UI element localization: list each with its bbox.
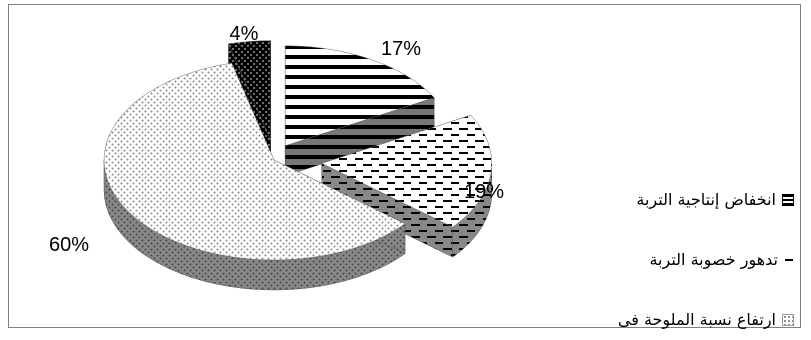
legend-swatch-stripes	[782, 193, 794, 206]
pie-chart: 17% 19% 60% 4%	[49, 23, 504, 291]
pie-slice-top	[284, 45, 435, 147]
pie-slice	[284, 45, 435, 177]
pie-slice-top	[103, 62, 406, 261]
pie-slice-top	[321, 114, 493, 228]
data-label: 17%	[381, 38, 421, 60]
legend-item: تدهور خصوبة التربة	[649, 250, 794, 269]
data-label: 60%	[49, 234, 89, 256]
legend-swatch-dashes	[784, 254, 794, 265]
data-label: 4%	[230, 23, 259, 45]
pie-slice-top	[228, 40, 271, 141]
legend-item: انخفاض إنتاجية التربة	[636, 190, 794, 209]
legend-item: ارتفاع نسبة الملوحة فى	[618, 310, 794, 329]
chart-frame: 17% 19% 60% 4% انخفاض إنتاجية التربة تدهور …	[8, 4, 801, 329]
legend-label: ارتفاع نسبة الملوحة فى	[617, 310, 776, 329]
legend-label: انخفاض إنتاجية التربة	[636, 190, 776, 209]
legend-swatch-dots	[782, 313, 794, 326]
pie-slice	[321, 114, 493, 258]
legend-label: تدهور خصوبة التربة	[649, 250, 778, 269]
pie-slice	[103, 62, 406, 291]
data-label: 19%	[464, 181, 504, 203]
